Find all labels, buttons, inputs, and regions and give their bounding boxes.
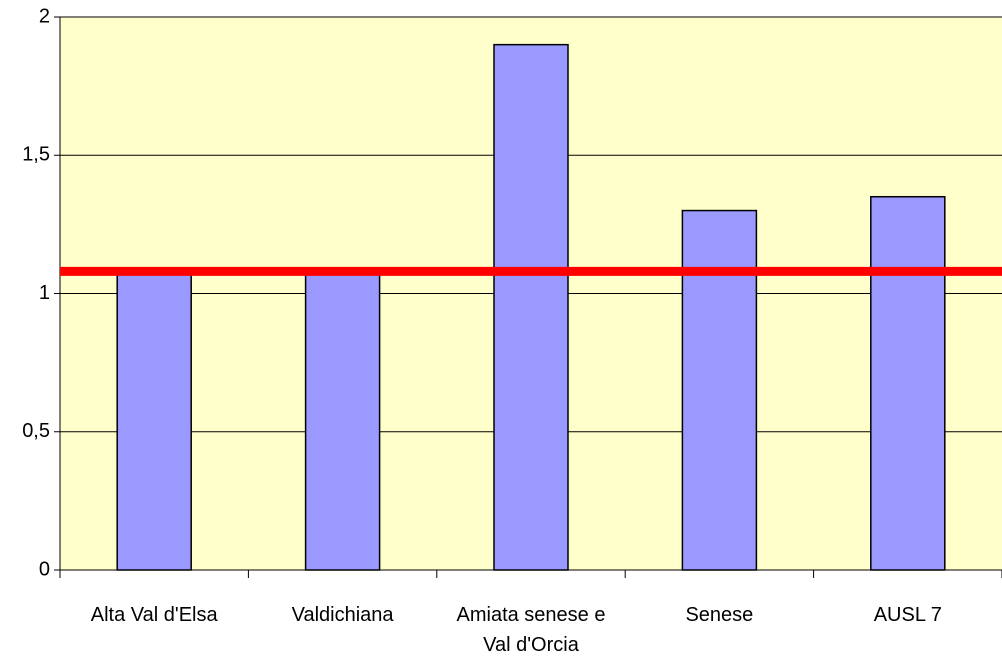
y-tick-label: 2 — [39, 5, 50, 27]
y-tick-label: 1,5 — [22, 144, 50, 166]
x-tick-label: Valdichiana — [291, 604, 394, 626]
x-tick-label: Alta Val d'Elsa — [90, 604, 218, 626]
bar — [681, 209, 758, 571]
bar — [116, 270, 192, 571]
y-tick-label: 1 — [39, 282, 50, 304]
bar — [304, 267, 381, 571]
x-tick-label: Amiata senese e Val d'Orcia — [456, 604, 606, 656]
bar — [493, 43, 569, 571]
y-tick-label: 0 — [39, 558, 50, 580]
bar — [870, 195, 946, 571]
y-tick-label: 0,5 — [22, 420, 50, 442]
x-tick-label: AUSL 7 — [873, 604, 942, 626]
x-tick-label: Senese — [685, 604, 754, 626]
